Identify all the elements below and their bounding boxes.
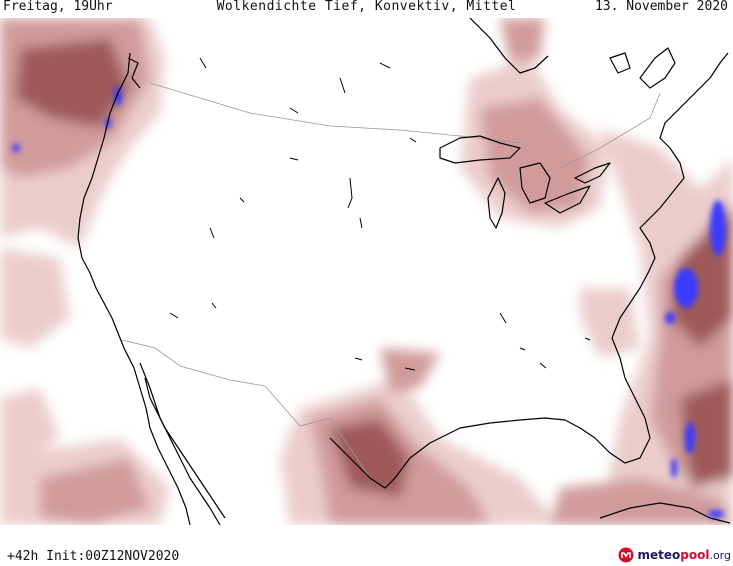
logo-text-pool: pool xyxy=(680,548,710,562)
forecast-day-time: Freitag, 19Uhr xyxy=(3,0,113,14)
logo-icon xyxy=(618,547,634,563)
weather-map xyxy=(0,18,733,525)
map-title: Wolkendichte Tief, Konvektiv, Mittel xyxy=(216,0,517,14)
cloud-density-map xyxy=(0,18,733,525)
cloud-layer xyxy=(0,18,733,525)
inland-water xyxy=(169,57,591,371)
map-header: Freitag, 19Uhr Wolkendichte Tief, Konvek… xyxy=(0,0,733,18)
model-run-info: +42h Init:00Z12NOV2020 xyxy=(7,549,180,564)
convective-cells xyxy=(12,86,726,518)
logo-text-meteo: meteo xyxy=(637,548,681,562)
coastlines xyxy=(77,18,731,525)
meteopool-logo[interactable]: meteo pool .org xyxy=(618,545,731,565)
logo-text-org: .org xyxy=(709,548,731,562)
map-footer: +42h Init:00Z12NOV2020 meteo pool .org xyxy=(0,525,733,566)
forecast-date: 13. November 2020 xyxy=(594,0,728,14)
